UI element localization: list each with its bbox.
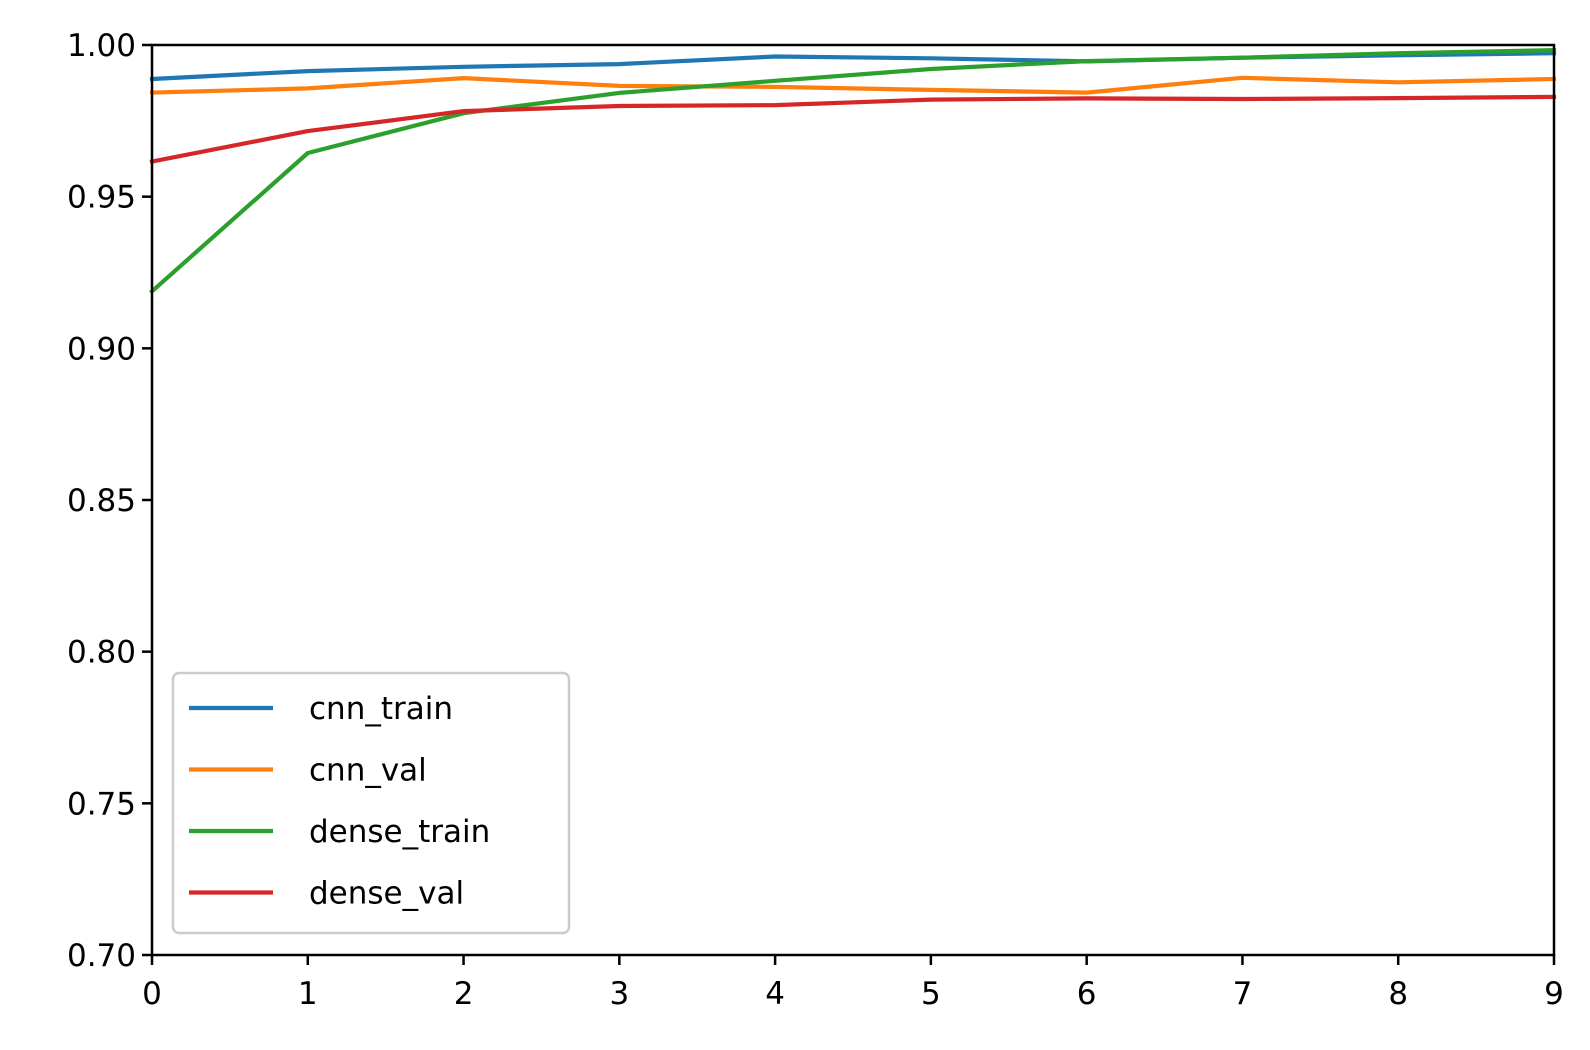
y-tick-label: 0.70 xyxy=(67,938,136,974)
y-tick-label: 0.85 xyxy=(67,483,136,519)
x-tick-label: 7 xyxy=(1233,976,1253,1012)
legend-label-cnn-train: cnn_train xyxy=(309,691,453,727)
legend-label-cnn-val: cnn_val xyxy=(309,753,427,789)
x-tick-label: 8 xyxy=(1388,976,1408,1012)
series-line-dense-val xyxy=(149,94,1557,164)
x-axis: 0 1 2 3 4 5 6 7 8 9 xyxy=(142,955,1564,1012)
y-tick-label: 1.00 xyxy=(67,28,136,64)
series-layer xyxy=(149,48,1557,295)
x-tick-label: 1 xyxy=(298,976,318,1012)
x-tick-label: 5 xyxy=(921,976,941,1012)
x-tick-label: 4 xyxy=(765,976,785,1012)
y-axis: 0.70 0.75 0.80 0.85 0.90 0.95 1.00 xyxy=(67,28,152,974)
y-tick-label: 0.75 xyxy=(67,786,136,822)
series-line-dense-train xyxy=(149,48,1557,295)
x-tick-label: 6 xyxy=(1077,976,1097,1012)
x-tick-label: 0 xyxy=(142,976,162,1012)
x-tick-label: 2 xyxy=(454,976,474,1012)
y-tick-label: 0.90 xyxy=(67,331,136,367)
y-tick-label: 0.95 xyxy=(67,180,136,216)
y-tick-label: 0.80 xyxy=(67,635,136,671)
legend: cnn_train cnn_val dense_train dense_val xyxy=(171,671,571,935)
x-tick-label: 3 xyxy=(609,976,629,1012)
x-tick-label: 9 xyxy=(1544,976,1564,1012)
legend-box xyxy=(171,671,571,935)
legend-label-dense-val: dense_val xyxy=(309,876,464,912)
series-line-cnn-val xyxy=(149,75,1557,95)
legend-label-dense-train: dense_train xyxy=(309,814,490,850)
